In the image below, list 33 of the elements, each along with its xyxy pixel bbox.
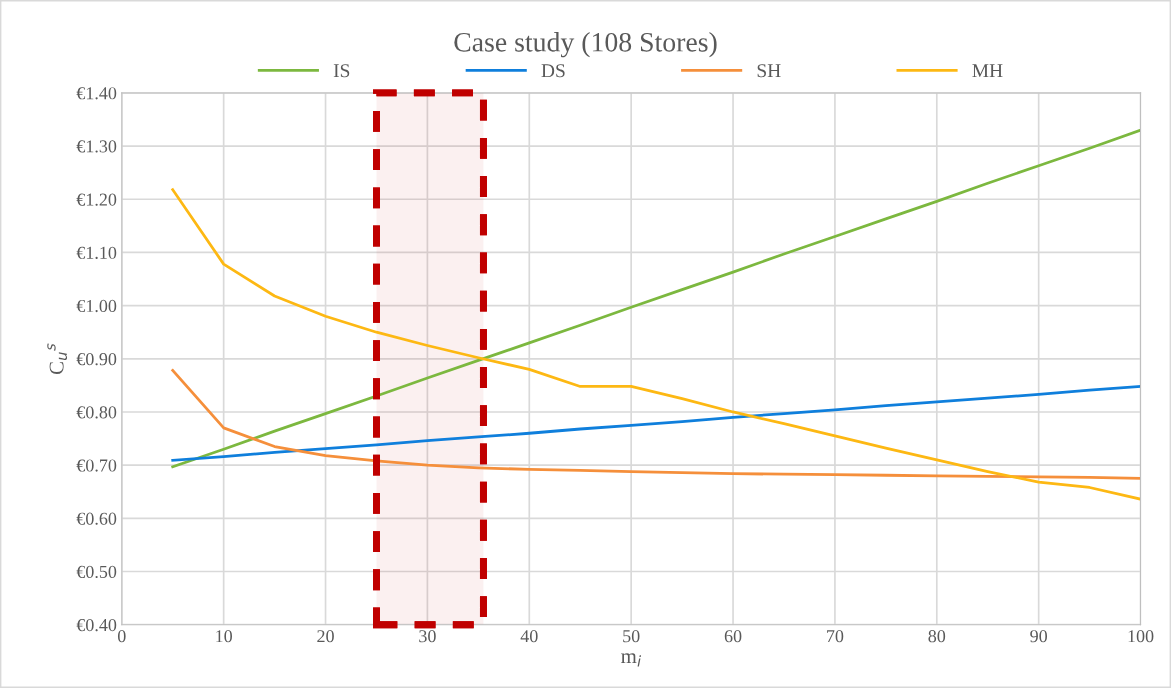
x-tick-label: 20 <box>317 630 334 643</box>
x-tick-label: 50 <box>623 630 640 643</box>
legend-label: MH <box>972 64 1003 78</box>
y-tick-label: €0.60 <box>76 512 117 525</box>
x-tick-label: 70 <box>827 630 844 643</box>
y-tick-label: €1.30 <box>76 140 117 153</box>
y-tick-label: €1.40 <box>76 87 117 100</box>
y-tick-label: €0.90 <box>76 353 117 366</box>
x-tick-label: 100 <box>1128 630 1154 643</box>
legend-label: IS <box>333 64 350 78</box>
x-axis-title: m$_{i}$ <box>621 653 642 667</box>
line-series <box>171 128 1141 469</box>
x-tick-label: 40 <box>520 630 538 643</box>
x-tick-label: 30 <box>419 630 436 643</box>
y-tick-label: €0.80 <box>76 406 117 419</box>
legend-label: SH <box>757 64 781 78</box>
y-tick-label: €1.20 <box>76 193 117 206</box>
x-tick-label: 10 <box>216 630 232 643</box>
y-tick-label: €0.70 <box>76 459 117 472</box>
x-tick-label: 80 <box>928 630 946 643</box>
y-tick-label: €0.40 <box>76 618 117 632</box>
line-series <box>171 369 1141 480</box>
y-axis-title: C$_{u}$$^{s}$ <box>47 343 68 375</box>
y-tick-label: €1.10 <box>76 246 117 259</box>
legend-label: DS <box>541 64 565 78</box>
line-series <box>171 188 1141 501</box>
y-tick-label: €0.50 <box>76 565 117 579</box>
x-tick-label: 90 <box>1030 630 1048 643</box>
x-tick-label: 60 <box>724 630 742 643</box>
y-tick-label: €1.00 <box>76 299 117 313</box>
x-tick-label: 0 <box>117 630 126 643</box>
chart-title: Case study (108 Stores) <box>454 32 717 58</box>
line-series <box>171 385 1141 462</box>
